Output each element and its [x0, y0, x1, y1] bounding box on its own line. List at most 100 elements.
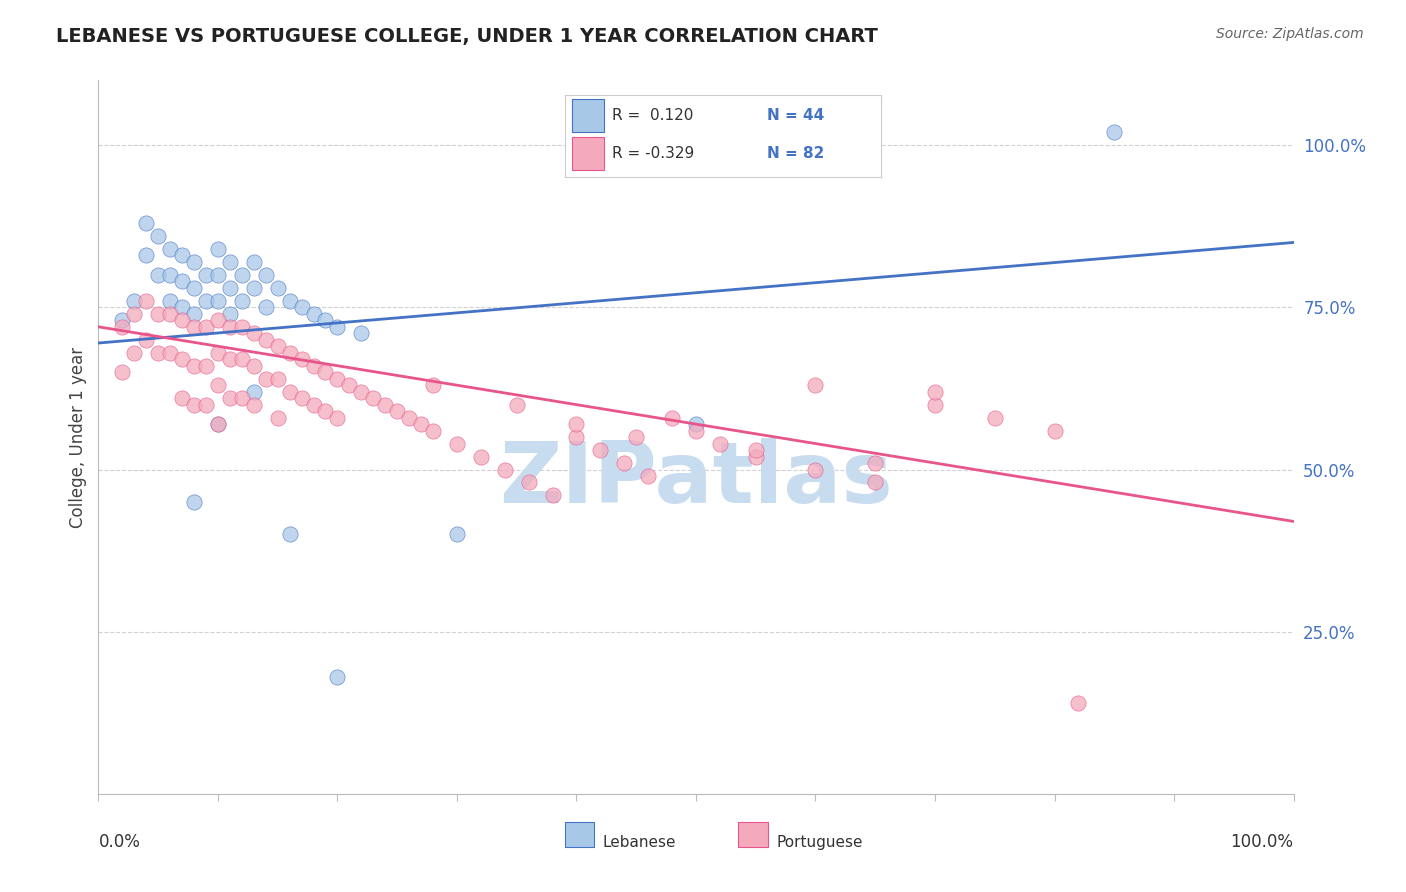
Point	[565, 417, 588, 431]
Point	[183, 359, 205, 373]
Text: Source: ZipAtlas.com: Source: ZipAtlas.com	[1216, 27, 1364, 41]
Point	[148, 345, 170, 359]
Point	[124, 307, 146, 321]
Point	[231, 268, 253, 282]
Point	[804, 378, 827, 392]
Point	[124, 293, 146, 308]
Point	[506, 398, 529, 412]
Point	[278, 384, 301, 399]
Point	[626, 430, 648, 444]
Point	[494, 462, 516, 476]
Point	[685, 424, 707, 438]
Point	[159, 242, 181, 256]
Point	[267, 339, 290, 353]
Point	[183, 495, 205, 509]
Point	[446, 527, 468, 541]
Point	[385, 404, 409, 418]
Point	[291, 391, 314, 405]
Point	[207, 313, 229, 327]
Point	[267, 410, 290, 425]
Point	[411, 417, 433, 431]
Point	[172, 352, 194, 367]
Point	[243, 398, 266, 412]
Point	[254, 372, 277, 386]
Point	[326, 319, 349, 334]
Text: 100.0%: 100.0%	[1230, 833, 1294, 851]
Point	[231, 391, 253, 405]
Point	[207, 242, 229, 256]
Point	[291, 301, 314, 315]
Point	[219, 352, 242, 367]
Point	[172, 301, 194, 315]
Point	[267, 372, 290, 386]
Point	[135, 333, 157, 347]
Point	[685, 417, 707, 431]
Point	[111, 319, 134, 334]
Point	[350, 326, 373, 341]
Point	[339, 378, 361, 392]
Point	[183, 255, 205, 269]
Point	[195, 268, 218, 282]
Point	[637, 469, 659, 483]
Point	[195, 398, 218, 412]
Point	[172, 313, 194, 327]
Point	[291, 352, 314, 367]
Point	[302, 307, 325, 321]
Point	[350, 384, 373, 399]
Point	[148, 229, 170, 244]
Point	[219, 319, 242, 334]
Point	[865, 475, 887, 490]
Point	[278, 345, 301, 359]
Point	[183, 281, 205, 295]
Point	[111, 313, 134, 327]
Point	[183, 319, 205, 334]
Bar	[565, 822, 595, 847]
Point	[159, 307, 181, 321]
Bar	[738, 822, 768, 847]
Point	[470, 450, 492, 464]
Point	[135, 293, 157, 308]
Point	[243, 384, 266, 399]
Point	[243, 326, 266, 341]
Point	[326, 372, 349, 386]
Point	[195, 319, 218, 334]
Point	[661, 410, 683, 425]
Point	[159, 345, 181, 359]
Y-axis label: College, Under 1 year: College, Under 1 year	[69, 346, 87, 528]
Point	[207, 378, 229, 392]
Point	[315, 365, 337, 379]
Point	[135, 248, 157, 262]
Point	[709, 436, 731, 450]
Point	[278, 527, 301, 541]
Point	[183, 398, 205, 412]
Point	[195, 293, 218, 308]
Point	[745, 450, 768, 464]
Point	[183, 307, 205, 321]
Point	[207, 345, 229, 359]
Point	[172, 391, 194, 405]
Point	[231, 293, 253, 308]
Point	[219, 307, 242, 321]
Point	[326, 670, 349, 684]
Point	[219, 281, 242, 295]
Point	[302, 359, 325, 373]
Point	[315, 404, 337, 418]
Point	[159, 268, 181, 282]
Point	[315, 313, 337, 327]
Point	[541, 488, 564, 502]
Point	[422, 378, 444, 392]
Point	[422, 424, 444, 438]
Point	[159, 293, 181, 308]
Point	[148, 307, 170, 321]
Point	[172, 248, 194, 262]
Point	[243, 281, 266, 295]
Point	[231, 352, 253, 367]
Point	[219, 255, 242, 269]
Point	[207, 293, 229, 308]
Point	[254, 301, 277, 315]
Point	[446, 436, 468, 450]
Point	[278, 293, 301, 308]
Point	[984, 410, 1007, 425]
Point	[231, 319, 253, 334]
Point	[589, 443, 612, 458]
